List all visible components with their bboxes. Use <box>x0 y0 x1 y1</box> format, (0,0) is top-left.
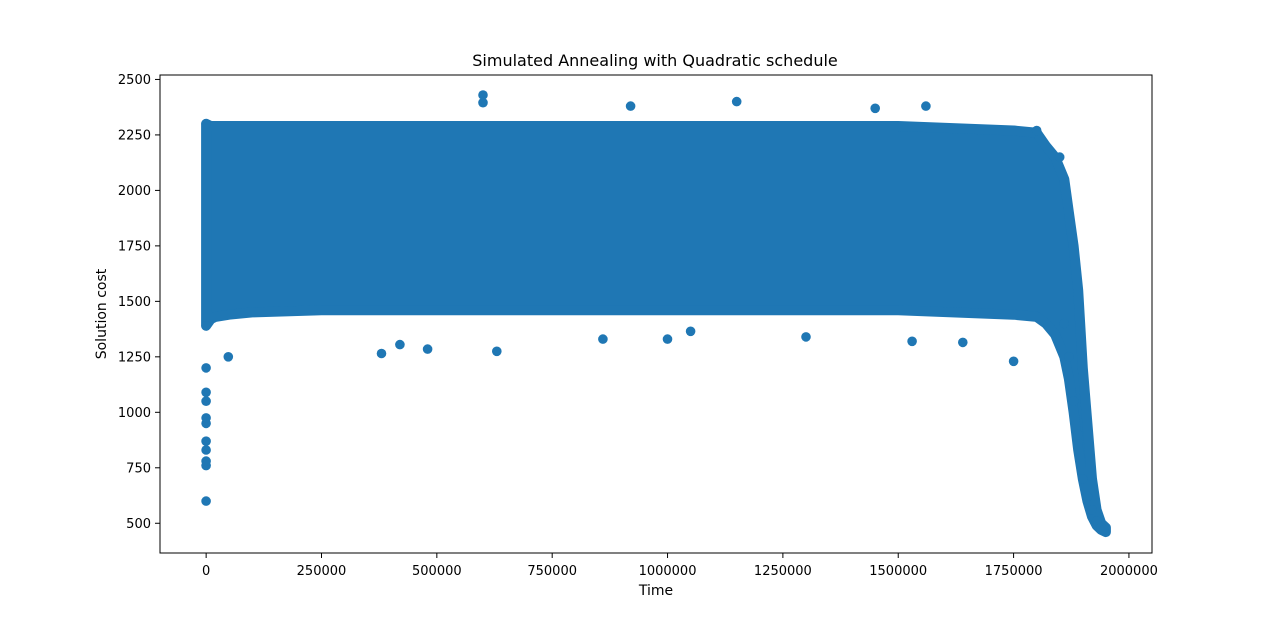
plot-frame <box>159 74 1153 554</box>
y-tick-label: 1750 <box>118 239 151 254</box>
scatter-point <box>1059 318 1070 329</box>
scatter-point <box>478 90 488 100</box>
scatter-point <box>801 332 811 342</box>
chart-title: Simulated Annealing with Quadratic sched… <box>472 51 838 70</box>
scatter-point <box>731 96 742 107</box>
scatter-point <box>1068 396 1079 407</box>
scatter-point <box>376 348 387 359</box>
scatter-point <box>492 346 502 357</box>
scatter-point <box>201 363 211 373</box>
scatter-point <box>1064 352 1074 362</box>
x-tick-label: 0 <box>202 564 210 579</box>
x-tick-label: 2000000 <box>1100 564 1158 579</box>
scatter-point <box>907 336 917 347</box>
y-tick-label: 2000 <box>118 184 151 199</box>
scatter-point <box>1054 152 1065 162</box>
scatter-point <box>201 321 211 331</box>
scatter-point <box>478 97 488 108</box>
x-axis-label: Time <box>638 583 673 599</box>
scatter-point <box>958 337 968 348</box>
scatter-point <box>422 344 433 354</box>
y-tick-label: 2500 <box>118 73 151 88</box>
x-tick-label: 1500000 <box>869 564 927 579</box>
y-tick-label: 1000 <box>118 406 151 421</box>
scatter-point <box>1073 429 1083 440</box>
x-tick-label: 750000 <box>527 564 577 579</box>
y-axis-label: Solution cost <box>94 268 110 359</box>
x-axis: 0 250000 500000 750000 1000000 1250000 1500000… <box>202 553 1158 579</box>
scatter-point <box>1087 505 1097 515</box>
scatter-point <box>201 436 211 447</box>
scatter-point <box>625 101 636 111</box>
x-tick-label: 1750000 <box>985 564 1043 579</box>
scatter-point <box>1031 125 1042 136</box>
y-tick-label: 750 <box>126 461 151 476</box>
scatter-point <box>223 352 234 362</box>
scatter-band-0 <box>201 118 1111 538</box>
scatter-point <box>662 334 673 344</box>
scatter-point <box>201 456 211 466</box>
plot-area <box>201 90 1111 538</box>
scatter-point <box>201 445 211 455</box>
scatter-point <box>598 334 608 344</box>
scatter-point <box>921 101 931 111</box>
scatter-point <box>201 119 211 129</box>
scatter-point <box>685 326 696 337</box>
scatter-point <box>395 339 405 350</box>
y-axis: 500 750 1000 1250 1500 1750 2000 2250 2500 <box>118 73 160 532</box>
scatter-point <box>201 496 211 506</box>
y-tick-label: 500 <box>126 517 151 532</box>
scatter-point <box>201 413 211 423</box>
x-tick-label: 1250000 <box>754 564 812 579</box>
scatter-point <box>1091 516 1102 526</box>
scatter-point <box>1098 525 1109 535</box>
scatter-point <box>201 387 211 398</box>
scatter-point <box>201 396 211 407</box>
y-tick-label: 1250 <box>118 350 151 365</box>
x-tick-label: 250000 <box>297 564 347 579</box>
scatter-point <box>870 103 880 114</box>
y-tick-label: 1500 <box>118 295 151 310</box>
x-tick-label: 500000 <box>412 564 462 579</box>
x-tick-label: 1000000 <box>639 564 697 579</box>
scatter-point <box>1008 356 1019 367</box>
y-tick-label: 2250 <box>118 128 151 143</box>
scatter-point <box>1082 491 1093 502</box>
scatter-point <box>1078 474 1088 484</box>
